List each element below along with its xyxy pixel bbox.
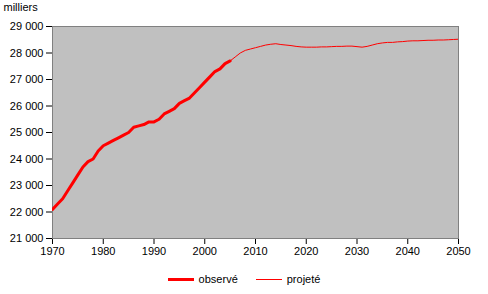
svg-text:2040: 2040 bbox=[396, 245, 420, 257]
svg-text:26 000: 26 000 bbox=[10, 100, 44, 112]
svg-text:milliers: milliers bbox=[4, 1, 39, 13]
svg-text:2030: 2030 bbox=[345, 245, 369, 257]
svg-text:2010: 2010 bbox=[243, 245, 267, 257]
svg-text:21 000: 21 000 bbox=[10, 232, 44, 244]
svg-text:29 000: 29 000 bbox=[10, 20, 44, 32]
svg-text:1970: 1970 bbox=[40, 245, 64, 257]
svg-text:27 000: 27 000 bbox=[10, 73, 44, 85]
svg-text:24 000: 24 000 bbox=[10, 153, 44, 165]
svg-text:28 000: 28 000 bbox=[10, 47, 44, 59]
svg-text:2050: 2050 bbox=[446, 245, 470, 257]
svg-text:1980: 1980 bbox=[91, 245, 115, 257]
svg-text:2020: 2020 bbox=[294, 245, 318, 257]
svg-text:25 000: 25 000 bbox=[10, 126, 44, 138]
svg-text:22 000: 22 000 bbox=[10, 206, 44, 218]
svg-text:23 000: 23 000 bbox=[10, 179, 44, 191]
svg-text:2000: 2000 bbox=[193, 245, 217, 257]
svg-text:1990: 1990 bbox=[142, 245, 166, 257]
html-text:projeté: projeté bbox=[286, 273, 321, 285]
html-text:observé: observé bbox=[198, 273, 238, 285]
